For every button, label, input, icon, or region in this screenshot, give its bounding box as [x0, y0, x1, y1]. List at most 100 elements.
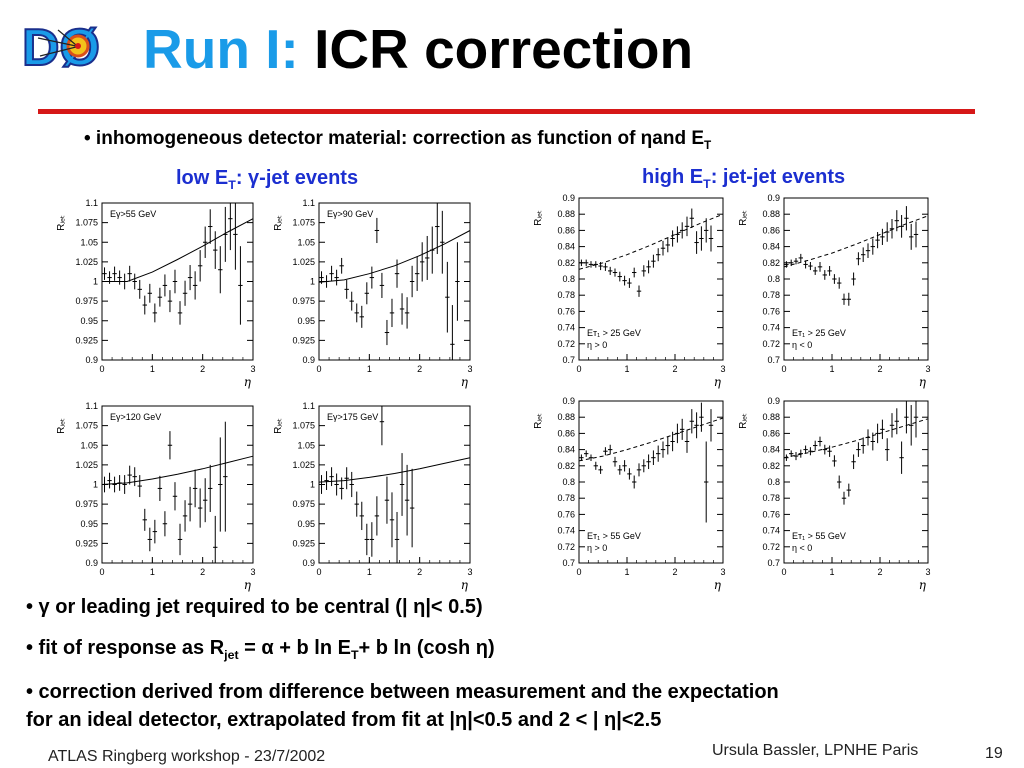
data-point [359, 501, 364, 531]
data-point [344, 279, 349, 299]
y-axis-label: Rⱼₑₜ [533, 210, 544, 226]
data-point [223, 206, 228, 262]
data-point [102, 267, 107, 280]
slide-title: Run I: ICR correction [143, 22, 693, 77]
data-point [137, 475, 142, 498]
data-point [808, 447, 813, 456]
y-tick-label: 0.72 [557, 339, 575, 349]
y-tick-label: 0.975 [292, 499, 315, 509]
y-tick-label: 0.9 [562, 193, 575, 203]
fit-curve [102, 218, 254, 282]
data-point [694, 231, 699, 254]
data-point [384, 476, 390, 524]
bullet-correction-line1: • correction derived from difference bet… [26, 681, 779, 703]
y-axis-label: Rⱼₑₜ [273, 418, 284, 434]
data-point [603, 447, 608, 456]
chart-svg: 1.1 1.075 1.05 1.025 1 0.975 0.95 0.925 0.90 1 2 3η… [273, 198, 473, 389]
data-point [817, 261, 823, 272]
data-point [162, 511, 168, 537]
data-point [334, 269, 339, 286]
x-axis-label: η [461, 375, 469, 389]
x-axis-label: η [919, 375, 927, 389]
high-et-heading: high ET: jet-jet events [642, 166, 845, 191]
data-point [636, 285, 642, 297]
y-tick-label: 0.975 [292, 296, 315, 306]
data-point [708, 225, 714, 252]
y-tick-label: 0.9 [302, 558, 315, 568]
x-tick-label: 0 [316, 567, 321, 577]
data-point [861, 247, 866, 262]
x-tick-label: 2 [200, 364, 205, 374]
plot-low-et-175: 1.1 1.075 1.05 1.025 1 0.975 0.95 0.925 0.9 0 1 2 3 η… [267, 398, 482, 593]
data-point [213, 515, 218, 563]
data-point [899, 441, 904, 474]
data-point [832, 455, 837, 467]
x-tick-label: 3 [925, 364, 930, 374]
y-tick-label: 1.05 [80, 440, 98, 450]
data-point [699, 226, 704, 251]
fit-curve [101, 455, 254, 485]
y-tick-label: 0.95 [80, 316, 98, 326]
y-tick-label: 0.9 [302, 355, 315, 365]
y-tick-label: 1.05 [297, 440, 315, 450]
data-point [837, 475, 842, 489]
low-et-heading-pre: low E [176, 167, 229, 189]
data-point [389, 298, 395, 328]
fit-curve [318, 230, 471, 283]
data-point [127, 265, 132, 282]
x-tick-label: 1 [624, 364, 629, 374]
y-axis-label: Rⱼₑₜ [738, 210, 749, 226]
fit-curve [783, 418, 929, 459]
data-point [329, 265, 334, 282]
data-point [689, 208, 694, 228]
data-point [208, 209, 213, 244]
x-tick-label: 2 [200, 567, 205, 577]
y-tick-label: 0.8 [562, 274, 575, 284]
chart-annotation: Eγ>90 GeV [327, 209, 373, 219]
y-tick-label: 0.9 [85, 558, 98, 568]
data-point [399, 293, 405, 325]
chart-annotation: Eᴛ₁ > 25 GeV [587, 328, 641, 338]
y-tick-label: 0.7 [562, 355, 575, 365]
y-tick-label: 0.7 [767, 558, 780, 568]
data-point [865, 429, 871, 446]
data-point [425, 235, 430, 280]
y-tick-label: 0.78 [557, 290, 575, 300]
data-point [660, 441, 666, 458]
data-point [197, 488, 203, 528]
data-point [192, 271, 198, 300]
data-point [147, 527, 153, 552]
data-point [152, 519, 158, 544]
data-point [612, 268, 618, 277]
y-tick-label: 0.86 [762, 428, 780, 438]
plot-high-et-55-neg: 0.9 0.88 0.86 0.84 0.82 0.8 0.78 0.76 0.74 0.72 0.… [732, 393, 940, 593]
data-point [374, 496, 380, 536]
y-tick-label: 0.76 [762, 306, 780, 316]
data-point [379, 406, 385, 446]
y-tick-label: 0.9 [85, 355, 98, 365]
data-point [885, 222, 890, 242]
data-point [675, 226, 680, 243]
data-point [617, 271, 622, 282]
data-point [622, 275, 627, 286]
y-tick-label: 0.88 [557, 412, 575, 422]
title-prefix: Run I: [143, 18, 299, 80]
data-point [324, 471, 329, 490]
data-point [899, 215, 904, 238]
fit-curve [578, 213, 724, 270]
data-point [827, 266, 832, 276]
chart-svg: 0.90.880.860.840.820.80.780.760.740.720.… [533, 193, 726, 389]
data-point [339, 477, 344, 500]
data-point [608, 266, 613, 275]
data-point [208, 464, 213, 512]
data-point [889, 219, 895, 239]
y-tick-label: 0.9 [767, 396, 780, 406]
y-tick-label: 0.9 [562, 396, 575, 406]
data-point [354, 303, 359, 323]
data-point [182, 280, 188, 306]
data-point [409, 265, 415, 298]
y-tick-label: 0.84 [557, 445, 575, 455]
x-tick-label: 2 [877, 567, 882, 577]
data-point [218, 437, 223, 532]
y-tick-label: 1.025 [75, 257, 98, 267]
